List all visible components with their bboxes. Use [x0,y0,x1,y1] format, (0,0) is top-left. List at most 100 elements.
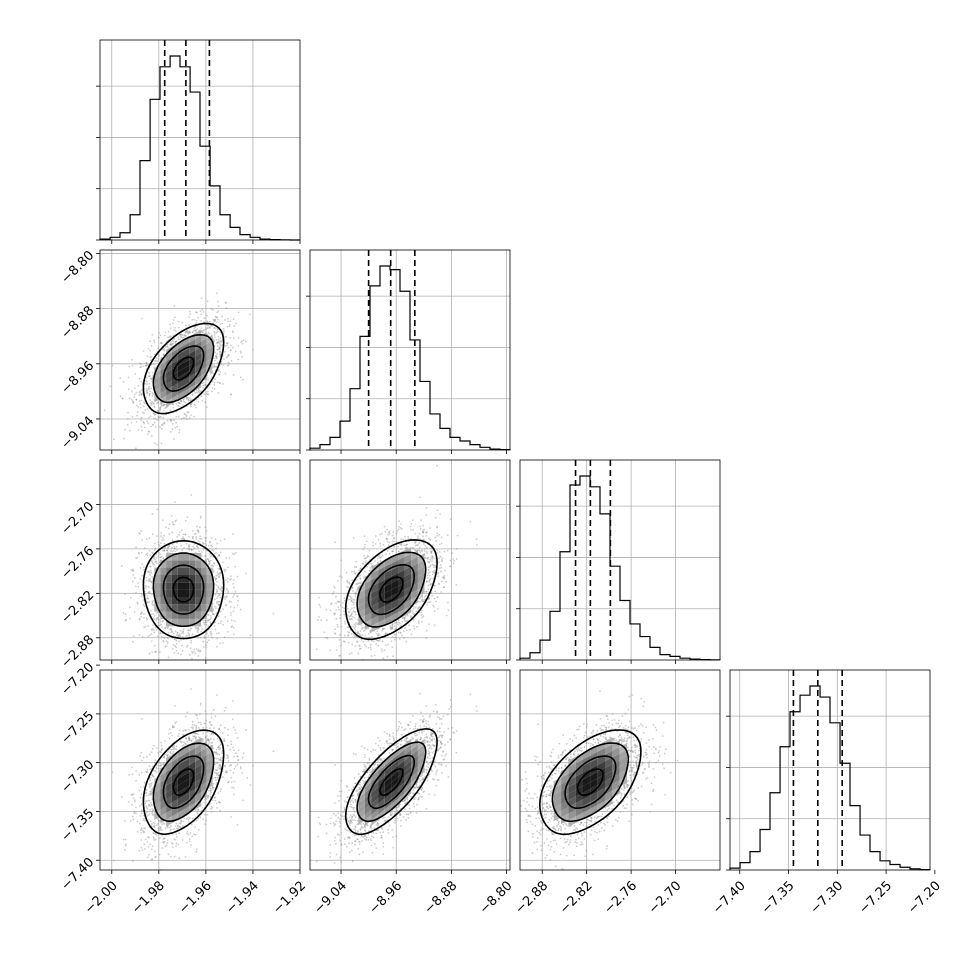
sample-point [214,318,217,321]
sample-point [140,615,143,618]
sample-point [443,577,446,580]
sample-point [557,822,560,824]
sample-point [232,793,235,796]
sample-point [132,573,135,576]
sample-point [380,533,383,535]
sample-point [438,582,440,585]
sample-point [379,749,382,751]
sample-point [356,640,359,643]
sample-point [420,599,423,601]
sample-point [376,760,379,763]
sample-point [439,741,442,744]
sample-point [214,378,216,381]
sample-point [132,818,135,821]
sample-point [544,816,547,819]
sample-point [197,401,200,403]
sample-point [588,735,591,738]
sample-point [209,720,212,723]
sample-point [391,540,394,543]
sample-point [154,547,157,549]
density-cell [391,798,398,810]
density-cell [384,556,392,567]
sample-point [578,725,581,728]
sample-point [150,572,153,574]
sample-point [352,537,355,539]
sample-point [525,782,528,785]
sample-point [577,753,580,756]
sample-point [212,786,215,789]
sample-point [652,767,655,770]
sample-point [218,567,221,570]
density-cell [195,611,201,619]
sample-point [407,535,410,538]
sample-point [631,799,634,801]
sample-point [386,632,388,635]
sample-point [205,392,208,395]
sample-point [159,334,162,337]
sample-point [190,405,192,408]
sample-point [384,644,387,647]
sample-point [152,821,155,824]
sample-point [363,770,366,773]
sample-point [168,532,171,535]
sample-point [199,310,202,313]
sample-point [348,631,351,634]
sample-point [148,579,151,582]
density-cell [398,589,405,600]
sample-point [217,392,220,394]
sample-point [334,612,337,615]
sample-point [354,816,357,818]
sample-point [354,829,357,832]
sample-point [588,823,591,826]
sample-point [558,742,561,745]
sample-point [544,772,546,774]
sample-point [157,358,160,360]
sample-point [145,617,148,620]
sample-point [429,761,432,764]
sample-point [423,718,425,720]
sample-point [427,766,430,769]
sample-point [336,623,339,626]
sample-point [635,762,638,765]
sample-point [597,742,600,744]
sample-point [166,642,169,645]
sample-point [354,572,356,574]
sample-point [425,760,428,763]
density-cell [378,566,385,577]
sample-point [409,812,412,815]
sample-point [422,791,425,793]
sample-point [438,735,441,737]
sample-point [156,617,158,620]
sample-point [382,662,384,664]
sample-point [177,320,180,323]
sample-point [402,630,405,632]
density-cell [411,556,418,567]
sample-point [149,634,152,637]
sample-point [527,814,530,816]
sample-point [151,371,154,374]
sample-point [213,383,216,386]
sample-point [428,793,431,796]
sample-point [362,822,365,825]
sample-point [443,574,446,577]
sample-point [192,651,195,653]
sample-point [175,634,178,636]
sample-point [419,738,422,741]
sample-point [159,764,162,767]
sample-point [180,418,183,420]
sample-point [190,548,193,551]
sample-point [350,600,353,603]
density-cell [371,596,379,607]
sample-point [205,536,208,539]
sample-point [383,627,386,630]
sample-point [604,810,606,813]
sample-point [204,621,207,624]
sample-point [156,409,159,412]
sample-point [191,318,194,321]
sample-point [374,535,377,537]
sample-point [412,608,415,610]
sample-point [219,350,221,353]
sample-point [173,638,176,641]
sample-point [170,419,173,422]
density-cell [417,739,425,750]
